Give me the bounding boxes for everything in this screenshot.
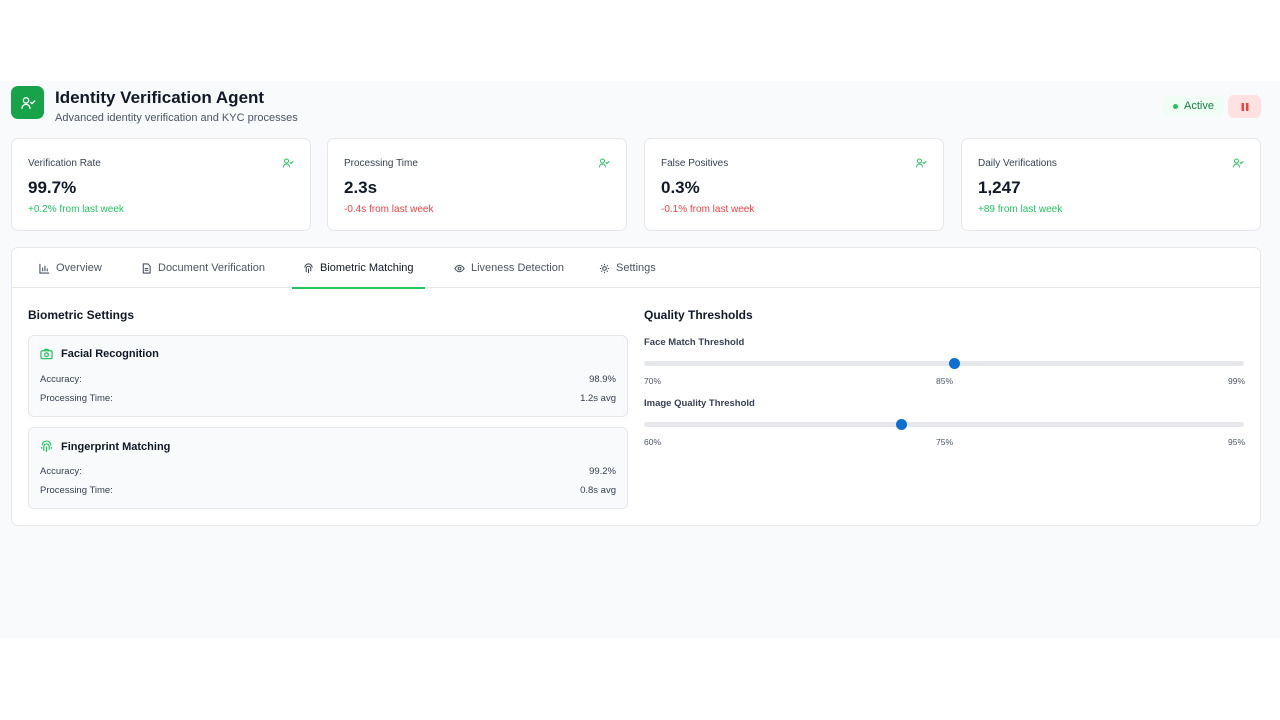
- accuracy-value: 98.9%: [589, 374, 616, 385]
- processing-time-row: Processing Time: 1.2s avg: [40, 393, 616, 404]
- fingerprint-icon: [41, 440, 52, 452]
- app-container: Identity Verification Agent Advanced ide…: [0, 81, 1280, 638]
- fingerprint-icon: [304, 262, 313, 273]
- processing-time-row: Processing Time: 0.8s avg: [40, 485, 616, 496]
- page-title: Identity Verification Agent: [55, 88, 265, 107]
- tabs-card: Overview Document Verification Biometric…: [11, 247, 1261, 526]
- face-match-threshold-label: Face Match Threshold: [644, 337, 745, 348]
- tab-label: Biometric Matching: [320, 262, 414, 274]
- page-header: Identity Verification Agent Advanced ide…: [11, 86, 1261, 124]
- slider-mid-label: 75%: [936, 437, 954, 447]
- metric-card-verification-rate: Verification Rate 99.7% +0.2% from last …: [11, 138, 311, 231]
- metric-change: -0.1% from last week: [661, 204, 755, 215]
- accuracy-label: Accuracy:: [40, 374, 82, 385]
- slider-mid-label: 85%: [936, 376, 954, 386]
- slider-thumb[interactable]: [949, 358, 961, 369]
- tab-document-verification[interactable]: Document Verification: [141, 248, 265, 288]
- fingerprint-matching-header: Fingerprint Matching: [40, 440, 170, 453]
- tab-label: Document Verification: [158, 262, 265, 274]
- user-check-icon: [11, 86, 44, 119]
- metric-label: Processing Time: [344, 158, 418, 169]
- accuracy-label: Accuracy:: [40, 466, 82, 477]
- quality-thresholds-title: Quality Thresholds: [644, 308, 753, 322]
- user-check-icon: [1233, 158, 1244, 168]
- accuracy-row: Accuracy: 98.9%: [40, 374, 616, 385]
- slider-max-label: 99%: [1228, 376, 1246, 386]
- metric-change: +89 from last week: [978, 204, 1063, 215]
- metric-label: Verification Rate: [28, 158, 101, 169]
- facial-recognition-title: Facial Recognition: [61, 348, 159, 360]
- image-quality-threshold-slider[interactable]: [644, 419, 1244, 430]
- facial-recognition-header: Facial Recognition: [40, 348, 159, 360]
- status-dot: [1173, 103, 1178, 109]
- slider-min-label: 60%: [644, 437, 662, 447]
- processing-time-value: 0.8s avg: [580, 485, 616, 496]
- metric-change: +0.2% from last week: [28, 204, 124, 215]
- processing-time-label: Processing Time:: [40, 485, 113, 496]
- pause-icon: [1241, 102, 1248, 111]
- tab-settings[interactable]: Settings: [599, 248, 656, 288]
- pause-button[interactable]: [1228, 95, 1261, 118]
- image-quality-threshold-label: Image Quality Threshold: [644, 398, 755, 409]
- tab-bar: Overview Document Verification Biometric…: [12, 248, 1260, 289]
- eye-icon: [454, 264, 465, 272]
- page-subtitle: Advanced identity verification and KYC p…: [55, 112, 298, 124]
- accuracy-row: Accuracy: 99.2%: [40, 466, 616, 477]
- processing-time-value: 1.2s avg: [580, 393, 616, 404]
- slider-min-label: 70%: [644, 376, 662, 386]
- face-match-threshold-slider[interactable]: [644, 358, 1244, 369]
- user-check-icon: [916, 158, 927, 168]
- metric-card-processing-time: Processing Time 2.3s -0.4s from last wee…: [327, 138, 627, 231]
- metric-label: False Positives: [661, 158, 729, 169]
- facial-recognition-card: Facial Recognition Accuracy: 98.9% Proce…: [28, 335, 628, 417]
- tab-biometric-matching[interactable]: Biometric Matching: [292, 248, 425, 289]
- gear-icon: [599, 263, 610, 273]
- metric-value: 1,247: [978, 178, 1021, 197]
- tab-label: Liveness Detection: [471, 262, 564, 274]
- user-check-icon: [599, 158, 610, 168]
- metric-value: 0.3%: [661, 178, 700, 197]
- metric-value: 99.7%: [28, 178, 77, 197]
- camera-icon: [40, 348, 53, 360]
- slider-thumb[interactable]: [896, 419, 908, 430]
- status-badge: Active: [1163, 96, 1224, 116]
- status-label: Active: [1184, 100, 1214, 112]
- bar-chart-icon: [39, 263, 50, 274]
- tab-label: Overview: [56, 262, 102, 274]
- tab-liveness-detection[interactable]: Liveness Detection: [454, 248, 564, 288]
- fingerprint-matching-title: Fingerprint Matching: [61, 440, 171, 453]
- metric-label: Daily Verifications: [978, 158, 1057, 169]
- fingerprint-matching-card: Fingerprint Matching Accuracy: 99.2% Pro…: [28, 427, 628, 509]
- metric-card-daily-verifications: Daily Verifications 1,247 +89 from last …: [961, 138, 1261, 231]
- accuracy-value: 99.2%: [589, 466, 616, 477]
- metric-value: 2.3s: [344, 178, 378, 197]
- biometric-settings-title: Biometric Settings: [28, 308, 135, 322]
- processing-time-label: Processing Time:: [40, 393, 113, 404]
- slider-max-label: 95%: [1228, 437, 1246, 447]
- user-check-icon: [283, 158, 294, 168]
- metric-card-false-positives: False Positives 0.3% -0.1% from last wee…: [644, 138, 944, 231]
- tab-label: Settings: [616, 262, 656, 274]
- metric-change: -0.4s from last week: [344, 204, 434, 215]
- document-icon: [142, 262, 151, 274]
- tab-overview[interactable]: Overview: [39, 248, 102, 288]
